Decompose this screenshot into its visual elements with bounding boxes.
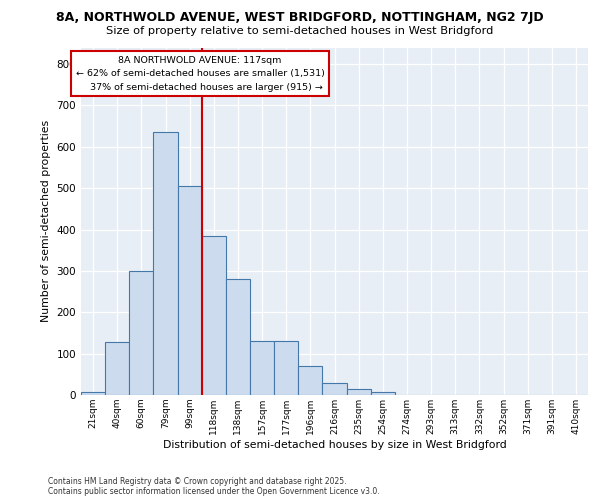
Bar xyxy=(81,392,105,395)
Bar xyxy=(274,341,298,395)
Bar xyxy=(154,132,178,395)
Bar xyxy=(250,341,274,395)
Bar xyxy=(105,342,129,395)
Text: 8A NORTHWOLD AVENUE: 117sqm
← 62% of semi-detached houses are smaller (1,531)
  : 8A NORTHWOLD AVENUE: 117sqm ← 62% of sem… xyxy=(76,56,325,92)
Bar xyxy=(322,382,347,395)
Bar xyxy=(129,271,154,395)
X-axis label: Distribution of semi-detached houses by size in West Bridgford: Distribution of semi-detached houses by … xyxy=(163,440,506,450)
Bar xyxy=(347,389,371,395)
Bar xyxy=(178,186,202,395)
Y-axis label: Number of semi-detached properties: Number of semi-detached properties xyxy=(41,120,51,322)
Text: Contains HM Land Registry data © Crown copyright and database right 2025.
Contai: Contains HM Land Registry data © Crown c… xyxy=(48,476,380,496)
Text: 8A, NORTHWOLD AVENUE, WEST BRIDGFORD, NOTTINGHAM, NG2 7JD: 8A, NORTHWOLD AVENUE, WEST BRIDGFORD, NO… xyxy=(56,11,544,24)
Text: Size of property relative to semi-detached houses in West Bridgford: Size of property relative to semi-detach… xyxy=(106,26,494,36)
Bar xyxy=(226,279,250,395)
Bar xyxy=(371,392,395,395)
Bar xyxy=(202,236,226,395)
Bar xyxy=(298,366,322,395)
